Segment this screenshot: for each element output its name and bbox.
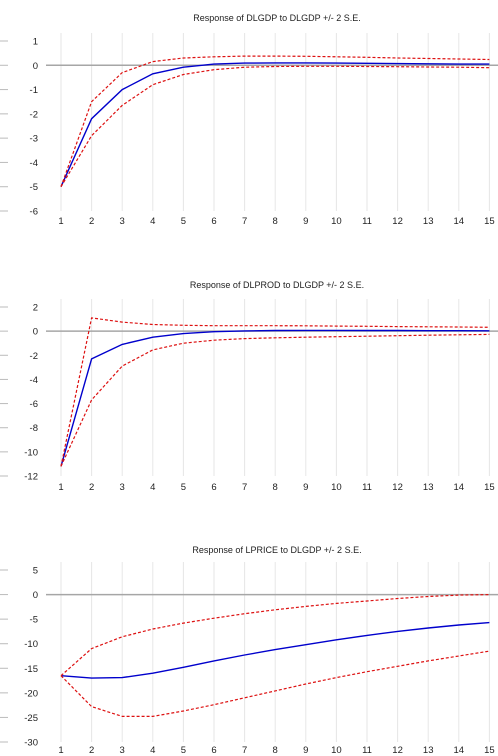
y-tick-label: -2 [30,109,38,120]
x-tick-label: 15 [484,482,495,493]
x-tick-label: 5 [181,482,186,493]
x-tick-label: 15 [484,745,495,756]
x-tick-label: 12 [392,482,403,493]
x-tick-label: 4 [150,482,155,493]
chart-dlprod-response: Response of DLPROD to DLGDP +/- 2 S.E. 2… [0,280,498,493]
x-tick-label: 8 [273,482,278,493]
x-tick-label: 2 [89,745,94,756]
y-tick-label: 5 [33,566,38,577]
y-tick-label: -6 [30,207,38,218]
x-tick-label: 14 [454,216,465,227]
chart-title: Response of DLGDP to DLGDP +/- 2 S.E. [193,13,361,23]
upper-band-line [60,317,490,467]
x-tick-label: 3 [120,482,125,493]
x-tick-label: 3 [120,745,125,756]
lower-band-line [60,650,490,718]
x-tick-label: 13 [423,482,434,493]
chart-dlgdp-response: Response of DLGDP to DLGDP +/- 2 S.E. 10… [0,13,498,227]
x-tick-label: 5 [181,216,186,227]
y-tick-label: -10 [24,447,38,458]
x-tick-label: 1 [58,216,63,227]
y-tick-label: -2 [30,351,38,362]
y-tick-label: -6 [30,399,38,410]
y-tick-label: -30 [24,738,38,749]
x-tick-label: 8 [273,745,278,756]
x-tick-label: 9 [303,216,308,227]
x-tick-label: 10 [331,745,342,756]
y-tick-label: -5 [30,182,38,193]
x-tick-label: 11 [362,216,372,227]
x-tick-label: 12 [392,745,403,756]
x-tick-label: 14 [454,745,465,756]
chart-title: Response of LPRICE to DLGDP +/- 2 S.E. [192,545,361,555]
x-tick-label: 4 [150,745,155,756]
y-tick-label: -4 [30,158,38,169]
y-tick-label: -15 [24,664,38,675]
x-tick-label: 1 [58,482,63,493]
x-tick-label: 7 [242,482,247,493]
x-tick-label: 11 [362,482,372,493]
y-tick-label: 0 [33,590,38,601]
x-tick-label: 7 [242,745,247,756]
response-line [60,621,490,679]
x-tick-label: 15 [484,216,495,227]
y-tick-label: -1 [30,85,38,96]
y-tick-label: -4 [30,375,38,386]
x-tick-label: 13 [423,745,434,756]
x-tick-label: 7 [242,216,247,227]
x-tick-label: 6 [211,482,216,493]
y-tick-label: -25 [24,713,38,724]
y-tick-label: -5 [30,615,38,626]
y-tick-label: 2 [33,303,38,314]
upper-band-line [60,55,490,187]
x-tick-label: 14 [454,482,465,493]
x-tick-label: 2 [89,216,94,227]
x-tick-label: 6 [211,216,216,227]
x-tick-label: 3 [120,216,125,227]
lower-band-line [60,333,490,467]
y-tick-label: 0 [33,61,38,72]
x-tick-label: 13 [423,216,434,227]
y-tick-label: -10 [24,639,38,650]
x-tick-label: 11 [362,745,372,756]
y-tick-label: 1 [33,37,38,48]
x-tick-label: 1 [58,745,63,756]
y-tick-label: -3 [30,134,38,145]
x-tick-label: 5 [181,745,186,756]
x-tick-label: 10 [331,482,342,493]
x-tick-label: 8 [273,216,278,227]
x-tick-label: 6 [211,745,216,756]
upper-band-line [60,594,490,677]
lower-band-line [60,65,490,188]
y-tick-label: -8 [30,423,38,434]
y-tick-label: 0 [33,327,38,338]
response-line [60,62,490,187]
chart-title: Response of DLPROD to DLGDP +/- 2 S.E. [190,280,364,290]
x-tick-label: 2 [89,482,94,493]
x-tick-label: 4 [150,216,155,227]
x-tick-label: 9 [303,745,308,756]
x-tick-label: 12 [392,216,403,227]
x-tick-label: 10 [331,216,342,227]
response-line [60,329,490,467]
chart-lprice-response: Response of LPRICE to DLGDP +/- 2 S.E. 5… [0,545,498,756]
x-tick-label: 9 [303,482,308,493]
y-tick-label: -20 [24,688,38,699]
y-tick-label: -12 [24,472,38,483]
